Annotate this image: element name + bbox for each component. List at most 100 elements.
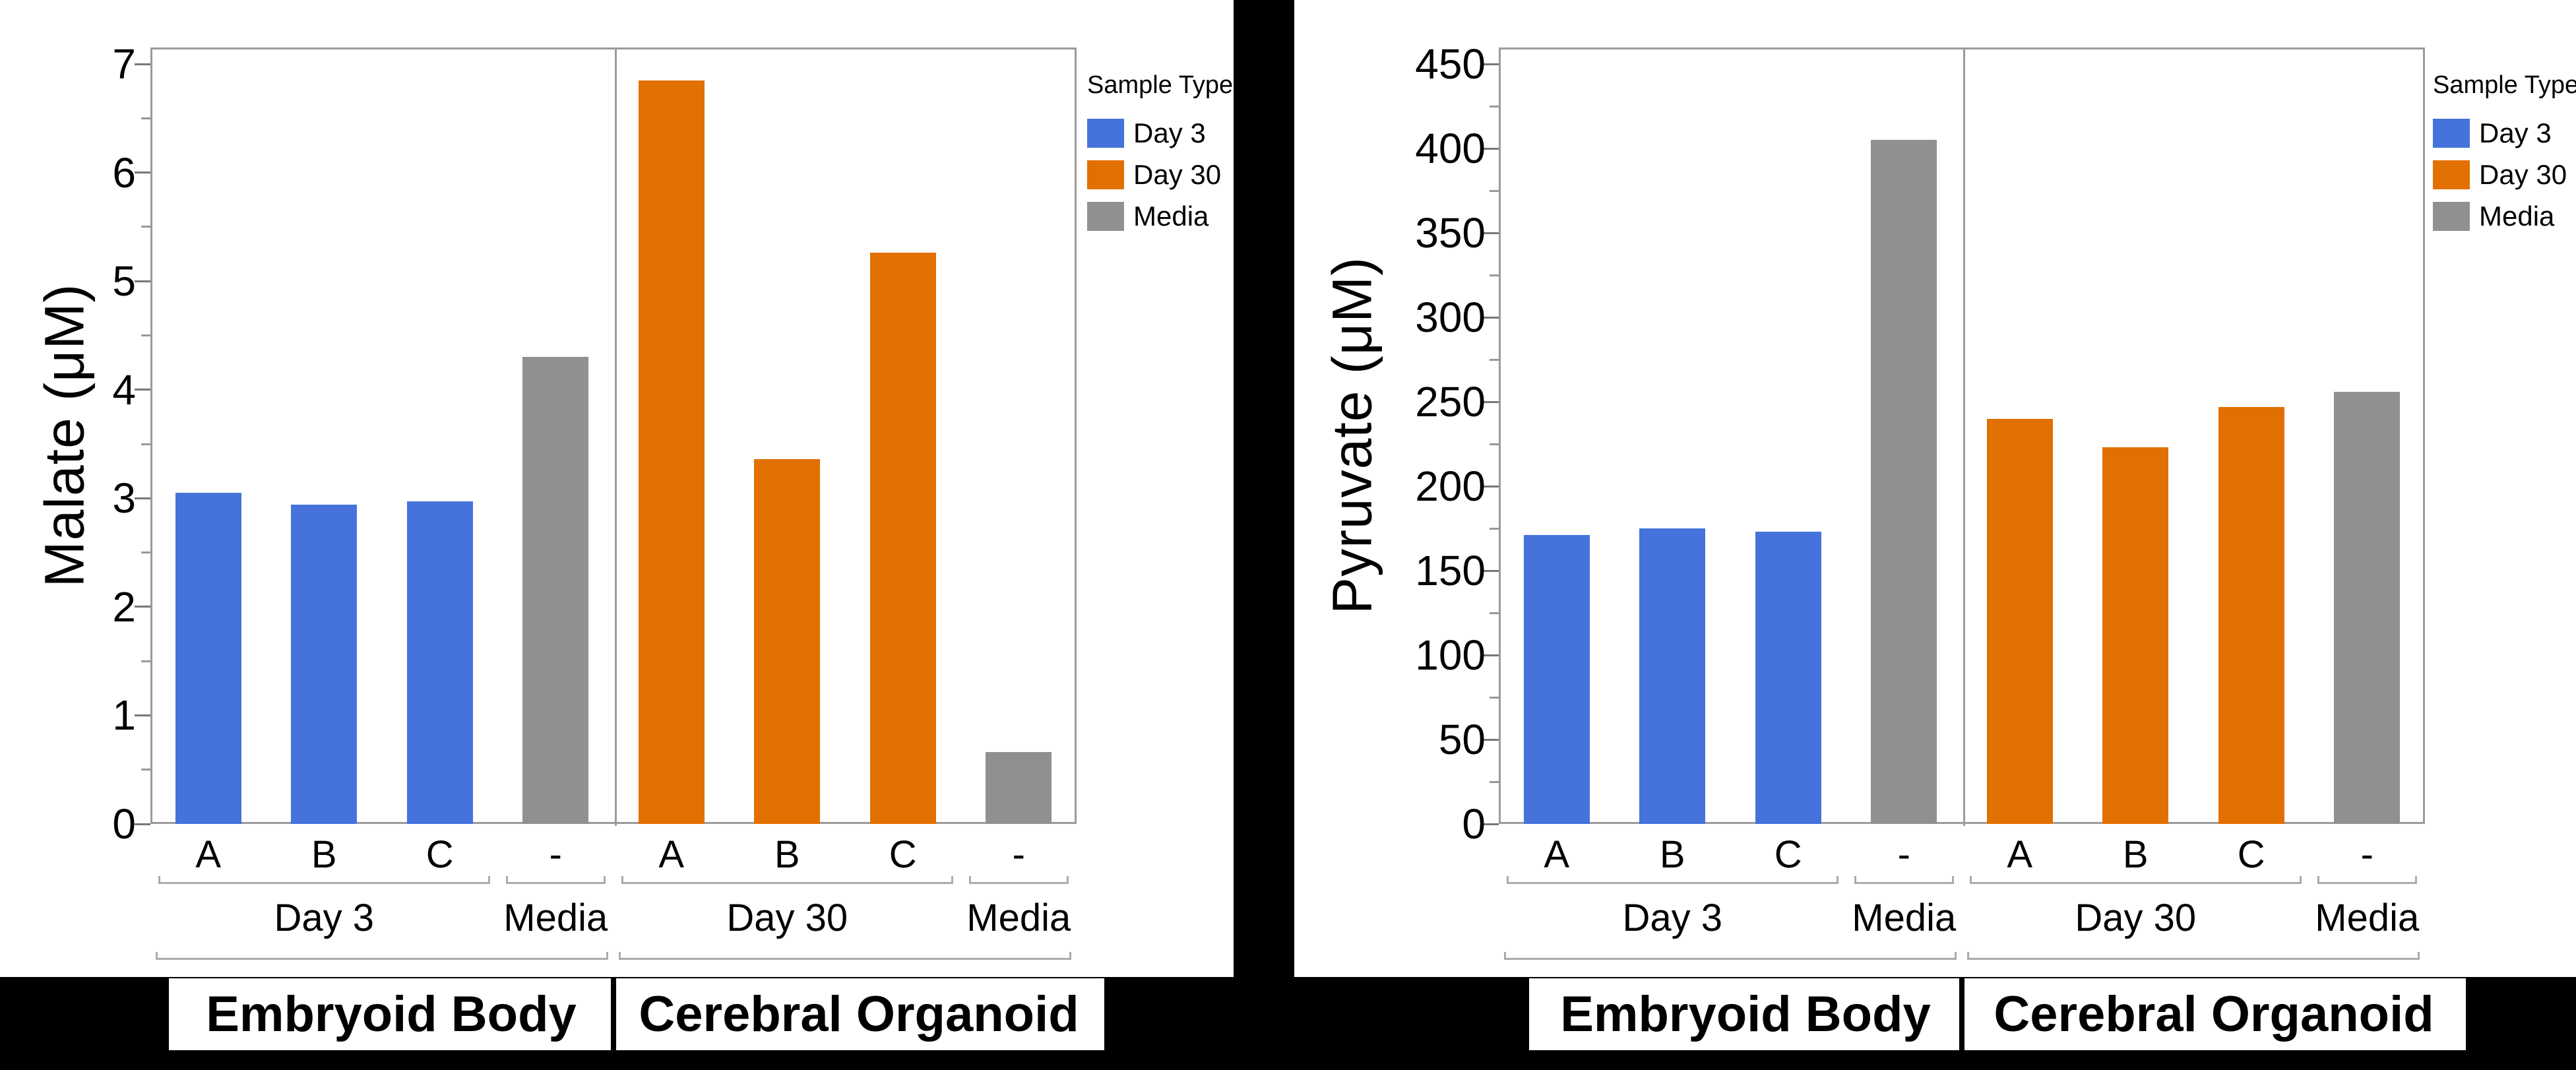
x-category-label: - — [2360, 833, 2373, 876]
sample-group-label: Media — [2315, 897, 2420, 939]
legend-swatch-day30[interactable] — [2433, 160, 2470, 189]
bar-day3-B[interactable] — [1639, 528, 1706, 824]
group-bracket — [968, 876, 1069, 884]
y-tick-label: 50 — [1438, 716, 1486, 763]
x-category-label: - — [549, 833, 562, 876]
legend-swatch-media[interactable] — [1087, 202, 1124, 231]
legend-swatch-day3[interactable] — [1087, 119, 1124, 148]
sample-group-label: Day 30 — [726, 897, 848, 939]
y-axis-tick — [135, 172, 150, 174]
x-category-label: A — [2007, 833, 2033, 876]
bar-day3-A[interactable] — [175, 493, 241, 824]
bar-day3-A[interactable] — [1523, 535, 1590, 824]
group-bracket — [2317, 876, 2417, 884]
y-axis-tick — [135, 280, 150, 282]
y-tick-label: 2 — [112, 582, 136, 631]
legend-label[interactable]: Media — [1133, 201, 1209, 232]
bar-day30-C[interactable] — [2218, 406, 2284, 824]
y-axis-minor-tick — [1490, 443, 1499, 445]
malate-chart: Malate (μM) Sample Type Day 3 Day 30 Media… — [0, 0, 1234, 977]
bar-media--[interactable] — [986, 752, 1052, 824]
bar-day30-A[interactable] — [638, 80, 705, 824]
bar-day30-B[interactable] — [754, 459, 821, 824]
y-axis-tick — [135, 714, 150, 716]
bar-media--[interactable] — [522, 357, 589, 824]
bar-media--[interactable] — [2334, 391, 2401, 824]
y-tick-label: 100 — [1415, 631, 1486, 679]
y-tick-label: 400 — [1415, 125, 1486, 172]
tissue-label-divider — [611, 978, 616, 1050]
legend-swatch-media[interactable] — [2433, 202, 2470, 231]
y-tick-label: 1 — [112, 691, 136, 740]
bar-day30-C[interactable] — [869, 253, 936, 824]
y-tick-label: 4 — [112, 365, 136, 414]
x-category-label: B — [774, 833, 800, 876]
group-bracket — [505, 876, 606, 884]
y-axis-tick — [1483, 400, 1499, 403]
legend-label[interactable]: Day 30 — [2479, 159, 2567, 190]
x-category-label: B — [1659, 833, 1685, 876]
group-bracket — [1854, 876, 1954, 884]
tissue-group-bracket — [1504, 952, 1957, 960]
legend-swatch-day3[interactable] — [2433, 119, 2470, 148]
y-axis-tick — [135, 606, 150, 608]
tissue-label-box: Embryoid Body Cerebral Organoid — [169, 978, 1104, 1050]
x-category-label: B — [311, 833, 337, 876]
tissue-label: Embryoid Body — [1560, 986, 1931, 1042]
bar-day3-B[interactable] — [291, 505, 358, 824]
x-category-label: A — [658, 833, 685, 876]
y-axis-minor-tick — [141, 769, 150, 771]
y-axis-tick — [1483, 823, 1499, 825]
plot-area — [150, 47, 1077, 826]
x-category-label: - — [1897, 833, 1910, 876]
y-axis-minor-tick — [1490, 189, 1499, 192]
y-axis-tick — [135, 63, 150, 65]
sample-group-label: Day 3 — [1622, 897, 1723, 939]
y-tick-label: 450 — [1415, 40, 1486, 88]
tissue-label-box: Embryoid Body Cerebral Organoid — [1529, 978, 2466, 1050]
legend-label[interactable]: Day 3 — [1133, 117, 1206, 148]
group-bracket — [1507, 876, 1838, 884]
tissue-label-divider — [1959, 978, 1964, 1050]
legend-swatch-day30[interactable] — [1087, 160, 1124, 189]
y-tick-label: 7 — [112, 40, 136, 88]
y-tick-label: 5 — [112, 257, 136, 305]
y-tick-label: 150 — [1415, 547, 1486, 594]
legend-title: Sample Type — [1087, 71, 1234, 99]
group-bracket — [1970, 876, 2302, 884]
y-axis-minor-tick — [1490, 527, 1499, 530]
y-axis-tick — [135, 497, 150, 499]
plot-area — [1499, 47, 2425, 826]
x-category-label: C — [1774, 833, 1802, 876]
sample-group-label: Media — [966, 897, 1071, 939]
group-bracket — [158, 876, 490, 884]
tissue-label: Embryoid Body — [206, 986, 577, 1042]
legend-label[interactable]: Media — [2479, 201, 2555, 232]
x-category-label: C — [2237, 833, 2265, 876]
y-axis-tick — [1483, 654, 1499, 656]
bar-day3-C[interactable] — [406, 501, 473, 824]
y-axis-minor-tick — [141, 443, 150, 445]
y-tick-label: 3 — [112, 474, 136, 522]
bar-media--[interactable] — [1871, 140, 1937, 824]
tissue-label: Cerebral Organoid — [639, 986, 1079, 1042]
x-category-label: - — [1012, 833, 1025, 876]
y-axis-tick — [1483, 569, 1499, 572]
y-axis-tick — [135, 823, 150, 825]
legend-label[interactable]: Day 30 — [1133, 159, 1222, 190]
bar-day30-A[interactable] — [1986, 418, 2053, 824]
bar-day3-C[interactable] — [1755, 532, 1821, 824]
y-tick-label: 200 — [1415, 462, 1486, 510]
bar-day30-B[interactable] — [2102, 447, 2169, 824]
legend-label[interactable]: Day 3 — [2479, 117, 2552, 148]
y-axis-minor-tick — [1490, 696, 1499, 699]
y-axis-tick — [1483, 738, 1499, 741]
y-tick-label: 250 — [1415, 378, 1486, 425]
tissue-group-bracket — [619, 952, 1071, 960]
group-bracket — [621, 876, 953, 884]
y-axis-title: Malate (μM) — [33, 283, 96, 588]
y-axis-minor-tick — [141, 660, 150, 662]
y-axis-tick — [1483, 485, 1499, 488]
tissue-group-bracket — [156, 952, 608, 960]
y-axis-tick — [1483, 147, 1499, 150]
